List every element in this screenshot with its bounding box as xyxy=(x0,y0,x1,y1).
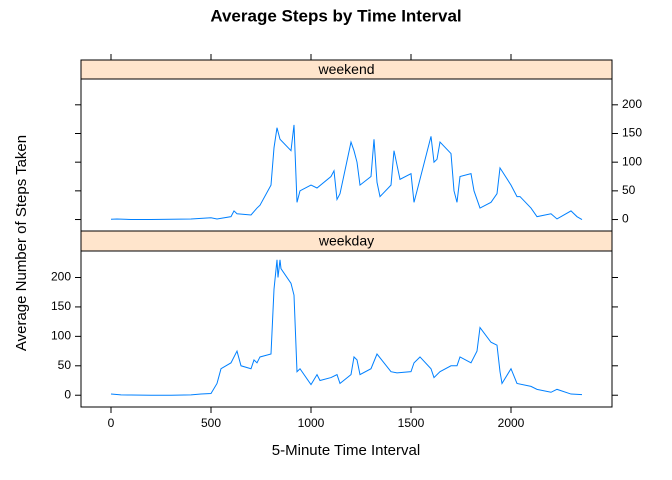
x-tick-label: 1500 xyxy=(398,416,425,430)
x-axis-label: 5-Minute Time Interval xyxy=(272,442,420,459)
y-tick-label: 100 xyxy=(51,329,71,343)
y-tick-label: 50 xyxy=(622,183,636,197)
chart-title: Average Steps by Time Interval xyxy=(210,6,461,25)
x-tick-label: 1000 xyxy=(298,416,325,430)
y-tick-label: 0 xyxy=(622,212,629,226)
y-tick-label: 150 xyxy=(51,299,71,313)
y-tick-label: 150 xyxy=(622,126,642,140)
x-tick-label: 2000 xyxy=(498,416,525,430)
strip-label: weekend xyxy=(317,61,374,77)
y-tick-label: 50 xyxy=(58,358,72,372)
y-tick-label: 200 xyxy=(622,97,642,111)
y-axis-label: Average Number of Steps Taken xyxy=(13,135,30,351)
panel-frame xyxy=(80,250,613,408)
data-line xyxy=(110,124,583,221)
x-tick-label: 0 xyxy=(108,416,115,430)
strip-label: weekday xyxy=(318,233,374,249)
y-tick-label: 100 xyxy=(622,154,642,168)
y-tick-label: 200 xyxy=(51,270,71,284)
y-tick-label: 0 xyxy=(64,387,71,401)
panel-frame xyxy=(80,78,613,232)
x-tick-label: 500 xyxy=(201,416,221,430)
data-line xyxy=(110,259,583,396)
